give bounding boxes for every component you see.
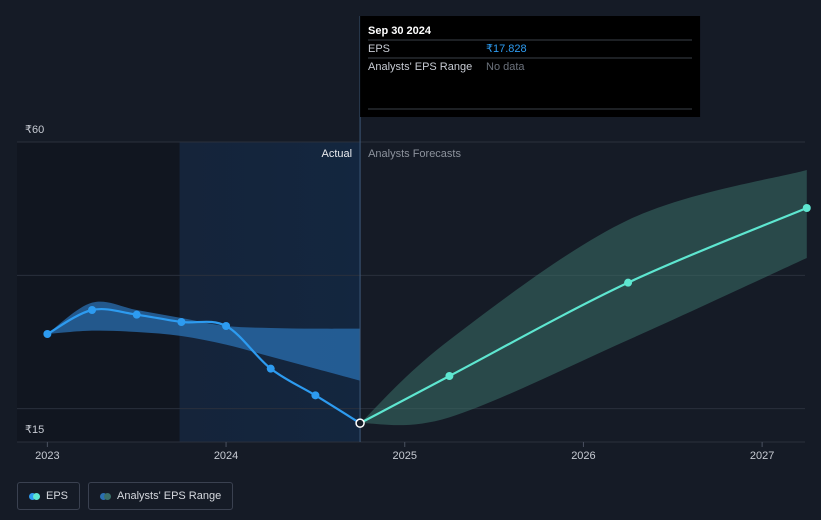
eps-point — [222, 322, 231, 330]
legend-swatch — [29, 492, 36, 500]
actual-label: Actual — [321, 148, 352, 160]
legend-range[interactable]: Analysts' EPS Range — [88, 482, 234, 510]
tooltip-value: No data — [486, 61, 525, 73]
range-band — [360, 170, 807, 426]
x-tick-label: 2027 — [750, 450, 774, 462]
tooltip-label: Analysts' EPS Range — [368, 61, 472, 73]
line — [359, 206, 808, 425]
legend-swatch — [33, 492, 40, 500]
legend-label: Analysts' EPS Range — [117, 490, 222, 502]
forecast-point — [802, 204, 811, 212]
tooltip-date: Sep 30 2024 — [368, 25, 432, 37]
tooltip-value: ₹17.828 — [486, 43, 527, 55]
legend-label: EPS — [46, 490, 69, 502]
eps-point — [132, 310, 141, 319]
past-region — [17, 142, 180, 442]
x-tick-label: 2026 — [571, 450, 595, 462]
forecast-point — [445, 372, 454, 380]
eps-point — [355, 418, 365, 428]
highlight-region — [179, 142, 361, 442]
eps-point — [266, 364, 275, 373]
legend-swatch — [104, 492, 112, 500]
x-tick-label: 2023 — [35, 450, 59, 462]
legend-swatch — [100, 492, 108, 500]
x-tick-label: 2025 — [393, 450, 417, 462]
x-tick-label: 2024 — [214, 450, 238, 462]
tooltip — [360, 16, 701, 117]
eps-point — [43, 330, 52, 338]
y-tick-label: ₹15 — [25, 424, 44, 436]
tooltip-label: EPS — [368, 43, 390, 55]
chart: ₹60 ₹15 2023 2024 2025 2026 2027 Actual Analysts… — [17, 16, 811, 462]
legend-eps[interactable]: EPS — [17, 482, 81, 510]
eps-point — [88, 306, 97, 314]
eps-point — [177, 318, 186, 326]
legend: EPS Analysts' EPS Range — [17, 482, 234, 510]
forecast-point — [624, 278, 633, 287]
forecast-label: Analysts Forecasts — [368, 148, 461, 160]
eps-point — [311, 391, 320, 400]
range-band — [47, 301, 361, 381]
y-tick-label: ₹60 — [25, 124, 44, 136]
